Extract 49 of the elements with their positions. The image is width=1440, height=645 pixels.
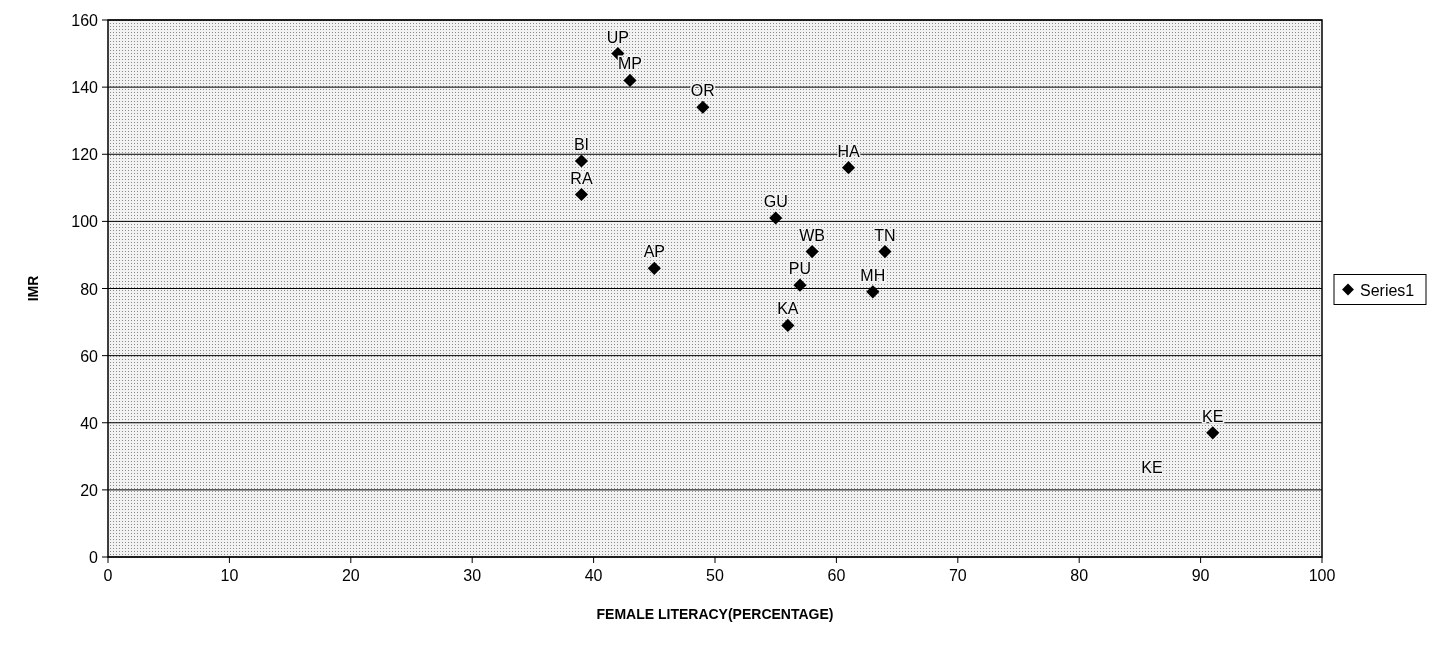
point [793, 278, 807, 292]
x-tick-label: 100 [1308, 567, 1336, 584]
annotation: GU [763, 193, 788, 211]
point [866, 285, 880, 299]
point [878, 245, 892, 259]
annotation: BI [573, 135, 590, 153]
y-tick-label: 120 [71, 146, 99, 164]
annotation: MP [618, 55, 643, 73]
y-tick-label: 160 [71, 12, 99, 29]
point [574, 154, 589, 168]
annotation: WB [799, 226, 826, 244]
point [574, 187, 589, 202]
y-tick-label: 60 [80, 347, 99, 365]
annotation: TN [874, 226, 896, 244]
x-tick-label: 90 [1191, 567, 1210, 584]
y-tick-label: 0 [89, 549, 99, 566]
y-tick-label: 40 [80, 414, 99, 432]
point [781, 318, 795, 332]
y-tick-label: 20 [80, 481, 99, 499]
x-axis-title: FEMALE LITERACY(PERCENTAGE) [596, 606, 834, 622]
point [623, 73, 637, 87]
annotation: KA [777, 300, 799, 318]
x-tick-label: 30 [463, 567, 482, 584]
annotation: UP [606, 28, 629, 46]
point [805, 245, 819, 259]
point [769, 211, 783, 225]
x-tick-label: 70 [948, 567, 967, 584]
y-tick-label: 80 [80, 280, 99, 298]
x-tick-label: 60 [827, 567, 846, 584]
x-tick-label: 10 [220, 567, 239, 584]
annotation: RA [570, 169, 593, 187]
annotation: AP [643, 243, 665, 261]
annotation: MH [860, 266, 886, 284]
y-axis-title: IMR [25, 275, 41, 302]
point [647, 261, 661, 275]
x-tick-label: 50 [706, 567, 724, 584]
x-tick-label: 20 [341, 567, 360, 584]
y-tick-label: 100 [71, 213, 99, 231]
annotation: KE [1202, 407, 1224, 425]
annotation: PU [788, 260, 812, 278]
x-tick-label: 80 [1070, 567, 1089, 584]
y-tick-label: 140 [71, 79, 99, 97]
point [1206, 426, 1220, 440]
point [696, 100, 710, 114]
x-tick-label: 0 [103, 567, 113, 584]
x-tick-label: 40 [584, 567, 603, 584]
point [841, 161, 856, 175]
legend-label: Series1 [1360, 281, 1415, 299]
annotation: KE [1141, 459, 1163, 476]
